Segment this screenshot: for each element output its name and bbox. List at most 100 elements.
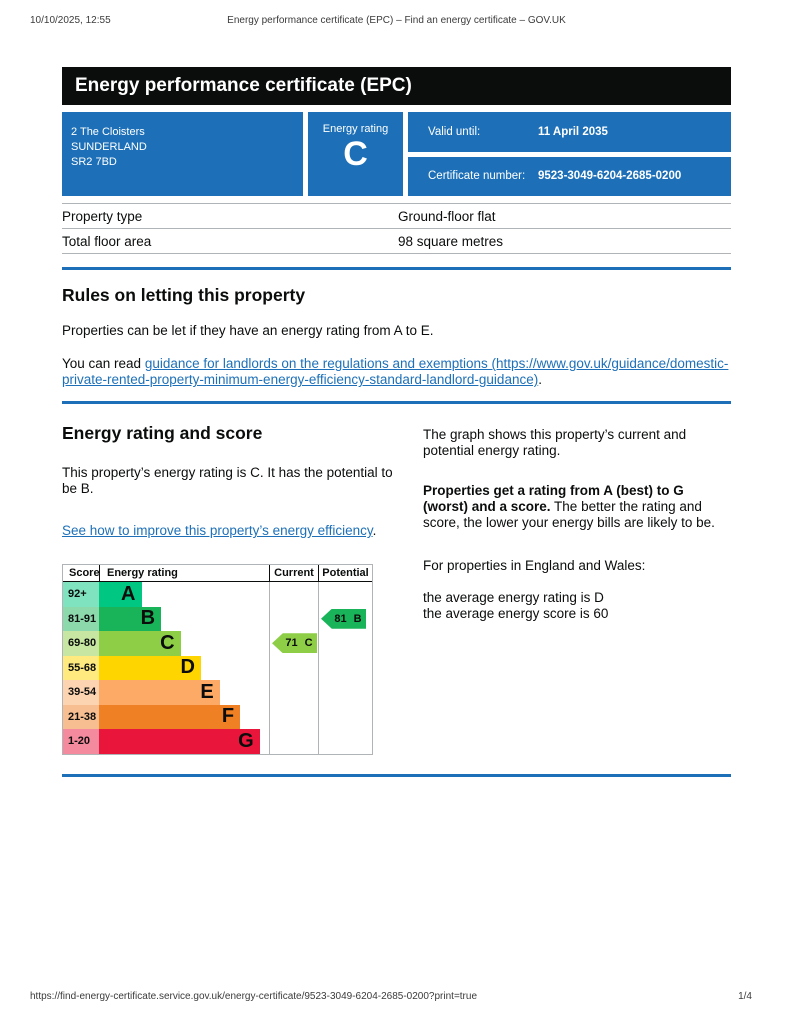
average-rating-line: the average energy rating is D bbox=[423, 590, 604, 605]
property-details-table: Property type Ground-floor flat Total fl… bbox=[62, 203, 731, 254]
band-bar-g: G bbox=[99, 729, 260, 754]
band-bar-e: E bbox=[99, 680, 220, 705]
guidance-text-prefix: You can read bbox=[62, 356, 145, 371]
certificate-number-box: Certificate number: 9523-3049-6204-2685-… bbox=[408, 156, 731, 196]
potential-column-cell bbox=[318, 680, 372, 705]
guidance-text-suffix: . bbox=[538, 372, 542, 387]
current-column-cell bbox=[269, 680, 318, 705]
potential-column-cell bbox=[318, 631, 372, 656]
table-row: Total floor area 98 square metres bbox=[62, 228, 731, 254]
epc-band-row-d: 55-68 D bbox=[63, 655, 372, 680]
valid-until-label: Valid until: bbox=[428, 125, 481, 138]
chart-header-energy-rating: Energy rating bbox=[99, 565, 269, 581]
energy-rating-letter: C bbox=[343, 135, 368, 173]
address-line-1: 2 The Cloisters bbox=[71, 126, 145, 138]
floor-area-label: Total floor area bbox=[62, 234, 152, 249]
rules-paragraph: Properties can be let if they have an en… bbox=[62, 323, 434, 338]
section-divider bbox=[62, 267, 731, 270]
current-rating-arrow: 71 C bbox=[272, 633, 317, 654]
section-divider bbox=[62, 773, 731, 777]
potential-rating-arrow: 81 B bbox=[321, 608, 366, 629]
rules-heading: Rules on letting this property bbox=[62, 285, 306, 305]
current-column-cell bbox=[269, 582, 318, 607]
certificate-summary: 2 The Cloisters SUNDERLAND SR2 7BD Energ… bbox=[62, 112, 731, 196]
rating-score-left-column: Energy rating and score This property’s … bbox=[62, 404, 393, 755]
band-bar-cell: C bbox=[99, 631, 269, 656]
section-divider bbox=[62, 401, 731, 404]
rating-explainer-rest: The better the rating and score, the low… bbox=[423, 499, 715, 530]
band-score-range: 39-54 bbox=[63, 680, 99, 705]
browser-print-header: 10/10/2025, 12:55 Energy performance cer… bbox=[30, 15, 763, 26]
band-score-range: 55-68 bbox=[63, 655, 99, 680]
current-column-cell bbox=[269, 655, 318, 680]
band-bar-a: A bbox=[99, 582, 142, 607]
band-bar-f: F bbox=[99, 704, 241, 729]
energy-rating-badge: Energy rating C bbox=[308, 112, 403, 196]
rating-score-heading: Energy rating and score bbox=[62, 423, 263, 443]
address-line-2: SUNDERLAND bbox=[71, 141, 147, 153]
potential-column-cell bbox=[318, 582, 372, 607]
valid-until-value: 11 April 2035 bbox=[538, 125, 608, 138]
valid-until-box: Valid until: 11 April 2035 bbox=[408, 112, 731, 152]
property-address: 2 The Cloisters SUNDERLAND SR2 7BD bbox=[62, 112, 303, 196]
epc-rating-chart: Score Energy rating Current Potential 92… bbox=[62, 564, 373, 755]
graph-description-paragraph: The graph shows this property’s current … bbox=[423, 427, 687, 458]
rating-and-score-section: Energy rating and score This property’s … bbox=[62, 404, 731, 755]
print-page-number: 1/4 bbox=[738, 991, 752, 1002]
epc-band-row-a: 92+ A bbox=[63, 582, 372, 607]
validity-column: Valid until: 11 April 2035 Certificate n… bbox=[408, 112, 731, 196]
band-bar-cell: D bbox=[99, 655, 269, 680]
page-title: Energy performance certificate (EPC) bbox=[62, 67, 731, 105]
print-datetime: 10/10/2025, 12:55 bbox=[30, 15, 111, 26]
rules-guidance-paragraph: You can read guidance for landlords on t… bbox=[62, 356, 731, 388]
band-score-range: 1-20 bbox=[63, 729, 99, 754]
chart-header-score: Score bbox=[69, 567, 100, 579]
band-score-range: 21-38 bbox=[63, 704, 99, 729]
band-score-range: 69-80 bbox=[63, 631, 99, 656]
average-score-line: the average energy score is 60 bbox=[423, 605, 609, 621]
address-line-3: SR2 7BD bbox=[71, 156, 117, 168]
band-bar-c: C bbox=[99, 631, 181, 656]
epc-band-row-c: 69-80 C 71 C bbox=[63, 631, 372, 656]
potential-column-cell bbox=[318, 655, 372, 680]
table-row: Property type Ground-floor flat bbox=[62, 203, 731, 228]
band-bar-d: D bbox=[99, 655, 201, 680]
band-bar-cell: E bbox=[99, 680, 269, 705]
floor-area-value: 98 square metres bbox=[398, 234, 504, 249]
epc-band-row-g: 1-20 G bbox=[63, 729, 372, 754]
chart-header-potential: Potential bbox=[318, 565, 372, 581]
energy-rating-label: Energy rating bbox=[322, 123, 389, 135]
chart-body: 92+ A 81-91 B 81 B 69-80 C 71 C 55-68 D 39-54 E 21-3… bbox=[63, 582, 372, 754]
print-page-title: Energy performance certificate (EPC) – F… bbox=[227, 15, 566, 26]
chart-header-row: Score Energy rating Current Potential bbox=[63, 565, 372, 582]
landlord-guidance-link[interactable]: guidance for landlords on the regulation… bbox=[62, 356, 729, 387]
certificate-page: Energy performance certificate (EPC) 2 T… bbox=[62, 67, 731, 777]
band-bar-cell: G bbox=[99, 729, 269, 754]
average-rating-lines: the average energy rating is D the avera… bbox=[423, 590, 731, 621]
epc-band-row-b: 81-91 B 81 B bbox=[63, 606, 372, 631]
current-column-cell bbox=[269, 729, 318, 754]
band-bar-cell: B bbox=[99, 606, 269, 631]
potential-column-cell: 81 B bbox=[318, 606, 372, 631]
band-bar-cell: A bbox=[99, 582, 269, 607]
current-column-cell bbox=[269, 704, 318, 729]
epc-band-row-f: 21-38 F bbox=[63, 704, 372, 729]
certificate-number-value: 9523-3049-6204-2685-0200 bbox=[538, 170, 682, 183]
chart-header-current: Current bbox=[269, 565, 318, 581]
rating-explainer-paragraph: Properties get a rating from A (best) to… bbox=[423, 483, 731, 531]
rating-explainer-bold: Properties get a rating from A (best) to… bbox=[423, 483, 684, 514]
improve-efficiency-paragraph: See how to improve this property’s energ… bbox=[62, 523, 393, 539]
improve-efficiency-link[interactable]: See how to improve this property’s energ… bbox=[62, 523, 373, 538]
current-column-cell: 71 C bbox=[269, 631, 318, 656]
band-score-range: 92+ bbox=[63, 582, 99, 607]
band-bar-b: B bbox=[99, 606, 162, 631]
property-type-label: Property type bbox=[62, 209, 143, 224]
potential-column-cell bbox=[318, 704, 372, 729]
current-column-cell bbox=[269, 606, 318, 631]
certificate-number-label: Certificate number: bbox=[428, 170, 526, 183]
browser-print-footer: https://find-energy-certificate.service.… bbox=[30, 991, 752, 1002]
rating-score-right-column: The graph shows this property’s current … bbox=[423, 404, 731, 755]
epc-band-row-e: 39-54 E bbox=[63, 680, 372, 705]
band-score-range: 81-91 bbox=[63, 606, 99, 631]
potential-column-cell bbox=[318, 729, 372, 754]
